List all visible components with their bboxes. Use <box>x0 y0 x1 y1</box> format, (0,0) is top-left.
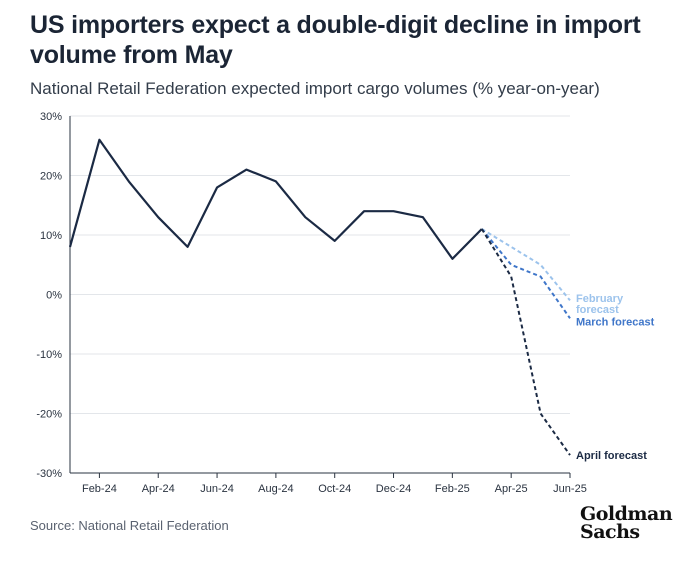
annotation-february-line-1: February <box>576 293 624 305</box>
annotation-april-line-1: April forecast <box>576 450 647 462</box>
x-tick-label: Dec-24 <box>376 483 411 495</box>
x-axis-tick-labels: Feb-24 Apr-24 Jun-24 Aug-24 Oct-24 Dec-24 Feb-… <box>82 483 587 495</box>
y-tick-label: 20% <box>40 171 62 183</box>
annotation-february-line-2: forecast <box>576 304 619 316</box>
x-tick-label: Feb-25 <box>435 483 470 495</box>
x-tick-label: Feb-24 <box>82 483 117 495</box>
chart-title: US importers expect a double-digit decli… <box>30 11 641 69</box>
series-line-april <box>480 228 571 456</box>
x-tick-label: Apr-25 <box>495 483 528 495</box>
chart-subtitle: National Retail Federation expected impo… <box>30 79 600 98</box>
x-tick-label: Jun-24 <box>200 483 234 495</box>
goldman-sachs-logo: Goldman Sachs <box>580 503 673 543</box>
annotation-march-line-1: March forecast <box>576 316 655 328</box>
axes <box>69 116 571 478</box>
x-tick-label: Aug-24 <box>258 483 293 495</box>
logo-line-1: Goldman <box>580 503 673 525</box>
series-line-february <box>481 228 571 302</box>
y-tick-label: -30% <box>36 468 62 480</box>
y-tick-label: 30% <box>40 111 62 123</box>
y-tick-label: -20% <box>36 409 62 421</box>
y-tick-label: 10% <box>40 230 62 242</box>
y-tick-label: 0% <box>46 290 62 302</box>
logo-line-2: Sachs <box>580 521 640 543</box>
series-line-actual <box>68 138 483 260</box>
x-tick-label: Jun-25 <box>553 483 587 495</box>
y-axis-tick-labels: 30% 20% 10% 0% -10% -20% -30% <box>36 111 62 480</box>
gridlines <box>70 115 570 474</box>
x-tick-label: Oct-24 <box>318 483 351 495</box>
y-tick-label: -10% <box>36 349 62 361</box>
series-lines <box>68 138 571 456</box>
source-note: Source: National Retail Federation <box>30 518 229 533</box>
series-line-march <box>481 228 571 319</box>
x-tick-label: Apr-24 <box>142 483 175 495</box>
